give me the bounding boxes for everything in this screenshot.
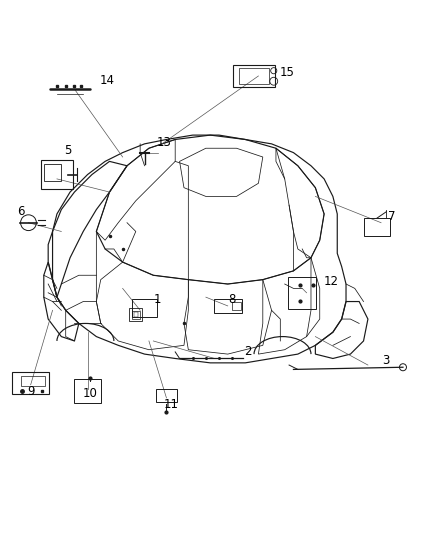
Text: 2: 2	[244, 345, 251, 358]
Text: 14: 14	[100, 74, 115, 87]
Text: 10: 10	[82, 387, 97, 400]
Text: 11: 11	[163, 398, 178, 411]
Text: 15: 15	[279, 67, 294, 79]
Text: 8: 8	[229, 293, 236, 306]
Text: 6: 6	[17, 205, 25, 218]
Text: 13: 13	[157, 136, 172, 149]
Text: 3: 3	[382, 354, 389, 367]
Text: 9: 9	[27, 385, 35, 398]
Text: 7: 7	[388, 209, 396, 223]
Text: 5: 5	[64, 144, 71, 157]
Text: 12: 12	[323, 276, 338, 288]
Text: 1: 1	[154, 293, 162, 306]
